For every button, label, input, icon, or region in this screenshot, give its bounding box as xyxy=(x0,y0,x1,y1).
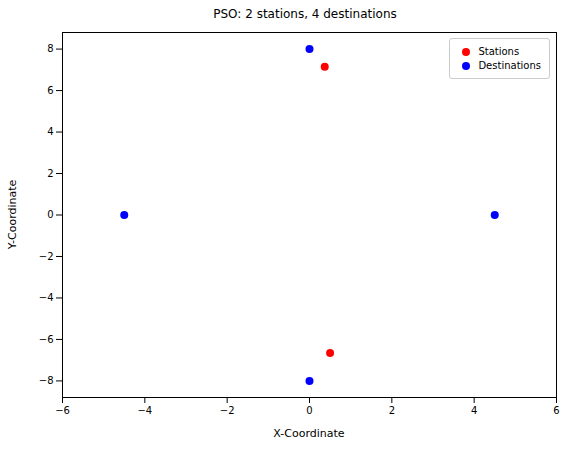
svg-text:4: 4 xyxy=(47,126,53,137)
svg-text:−4: −4 xyxy=(39,292,54,303)
svg-text:2: 2 xyxy=(389,405,395,416)
svg-text:0: 0 xyxy=(306,405,312,416)
html-text:Stations: Stations xyxy=(478,46,520,57)
svg-text:−2: −2 xyxy=(39,251,54,262)
svg-text:−4: −4 xyxy=(137,405,152,416)
svg-text:4: 4 xyxy=(471,405,477,416)
svg-text:6: 6 xyxy=(47,85,53,96)
svg-text:−2: −2 xyxy=(220,405,235,416)
svg-text:−6: −6 xyxy=(39,334,54,345)
svg-text:−8: −8 xyxy=(39,375,54,386)
svg-text:X-Coordinate: X-Coordinate xyxy=(273,427,344,440)
html-text:Destinations: Destinations xyxy=(478,60,541,71)
svg-text:Y-Coordinate: Y-Coordinate xyxy=(6,179,19,250)
svg-text:−6: −6 xyxy=(55,405,70,416)
svg-text:8: 8 xyxy=(47,43,53,54)
svg-text:2: 2 xyxy=(47,168,53,179)
svg-text:0: 0 xyxy=(47,209,53,220)
svg-text:6: 6 xyxy=(553,405,559,416)
html-text:PSO: 2 stations, 4 destination: PSO: 2 stations, 4 destinations xyxy=(213,7,397,21)
